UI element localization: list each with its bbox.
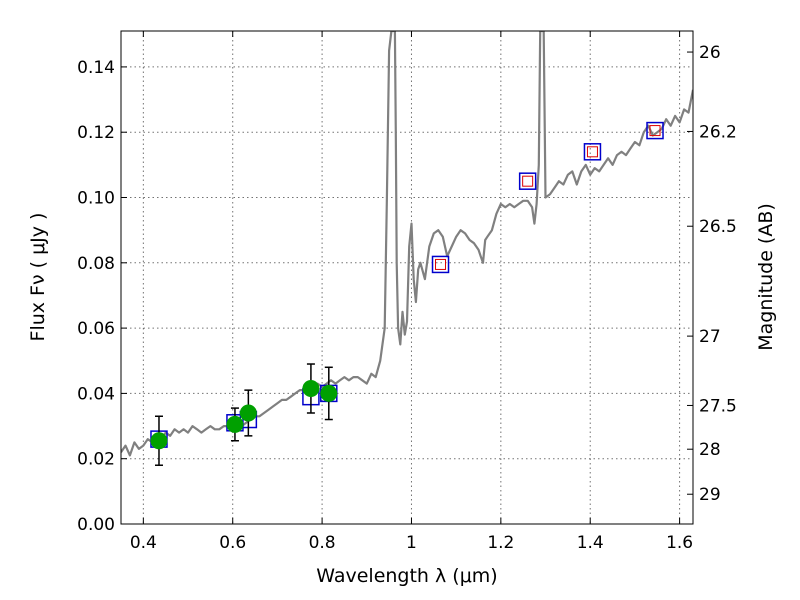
model-box-inner-marker [435,258,447,270]
y2-tick-label: 28 [699,440,721,460]
x-tick-label: 1.6 [666,533,693,553]
y-tick-label: 0.14 [77,58,115,78]
model-box-marker [518,172,537,190]
model-box-inner-marker [522,175,534,187]
y-tick-label: 0.10 [77,189,115,209]
plot-area [121,31,693,466]
y2-axis-title: Magnitude (AB) [755,203,777,351]
y2-tick-label: 26 [699,43,721,63]
plot-frame [120,30,694,525]
x-axis-title: Wavelength λ (μm) [316,565,497,587]
observed-point [320,384,338,402]
y-tick-label: 0.06 [77,319,115,339]
y2-tick-label: 27.5 [699,396,737,416]
y-tick-label: 0.04 [77,384,115,404]
y2-tick-label: 26.2 [699,122,737,142]
observed-point [226,415,244,433]
model-box-marker [583,143,602,161]
y-tick-label: 0.12 [77,123,115,143]
x-tick-label: 1.4 [577,533,604,553]
y-tick-label: 0.00 [77,515,115,535]
model-box-marker [431,255,450,274]
axes: 0.4 0.6 0.8 1 1.2 1.4 1.6 0.00 0.02 0.04 0.06 0.08 0… [77,31,737,553]
observed-point [150,432,168,450]
y2-tick-label: 29 [699,485,721,505]
y2-tick-label: 26.5 [699,217,737,237]
y-tick-label: 0.02 [77,450,115,470]
observed-point [239,404,257,422]
model-box-inner-marker [649,125,661,137]
x-tick-label: 1 [406,533,417,553]
x-tick-label: 0.6 [219,533,246,553]
x-tick-label: 0.4 [130,533,157,553]
x-tick-label: 1.2 [487,533,514,553]
model-box-inner-marker [586,146,598,158]
y-tick-label: 0.08 [77,254,115,274]
y2-tick-label: 27 [699,327,721,347]
x-tick-label: 0.8 [309,533,336,553]
y-axis-title: Flux Fν ( μJy ) [27,213,49,342]
grid [121,31,693,525]
observed-point [302,380,320,398]
model-box-marker [646,121,664,140]
